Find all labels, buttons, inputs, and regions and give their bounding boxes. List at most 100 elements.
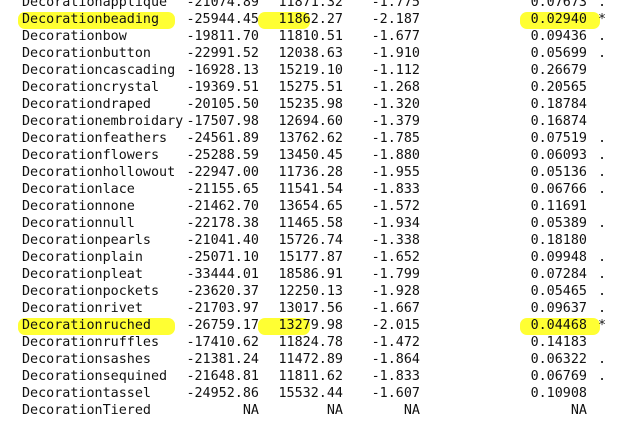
coef-p-value: 0.05389: [530, 216, 587, 231]
coef-t-value: -1.910: [371, 46, 420, 61]
table-row: Decorationpearls -21041.40 15726.74 -1.338 0…: [0, 232, 618, 249]
coef-name: Decorationpleat: [22, 267, 143, 282]
coef-name: Decorationflowers: [22, 148, 160, 163]
coef-name: Decorationsequined: [22, 369, 168, 384]
coef-t-value: -1.268: [371, 80, 420, 95]
coef-t-value: -1.379: [371, 114, 420, 129]
coef-p-value: 0.07284: [530, 267, 587, 282]
coef-std-error: 11472.89: [278, 352, 344, 367]
coef-std-error: 15177.87: [278, 250, 344, 265]
coef-p-value: 0.11691: [530, 199, 587, 214]
table-row: Decorationflowers -25288.59 13450.45 -1.880…: [0, 147, 618, 164]
coef-std-error: 11811.62: [278, 369, 344, 384]
coef-signif-code: *: [598, 318, 607, 333]
coef-p-value: 0.04468: [530, 318, 587, 333]
coef-estimate: -19811.70: [186, 29, 259, 44]
coef-name: Decorationapplique: [22, 0, 168, 10]
coef-std-error: 11465.58: [278, 216, 344, 231]
coef-name: Decorationcrystal: [22, 80, 160, 95]
coef-t-value: -1.572: [371, 199, 420, 214]
coef-name: Decorationruched: [22, 318, 151, 333]
coef-name: Decorationcascading: [22, 63, 176, 78]
coef-std-error: 15726.74: [278, 233, 344, 248]
coef-p-value: 0.06769: [530, 369, 587, 384]
coef-p-value: 0.05699: [530, 46, 587, 61]
coef-t-value: -1.667: [371, 301, 420, 316]
coef-p-value: 0.26679: [530, 63, 587, 78]
coef-estimate: -21155.65: [186, 182, 259, 197]
coef-name: Decorationfeathers: [22, 131, 168, 146]
coef-signif-code: .: [598, 284, 607, 299]
coef-p-value: 0.16874: [530, 114, 587, 129]
coef-signif-code: *: [598, 12, 607, 27]
table-row: Decorationnone -21462.70 13654.65 -1.572 0.1…: [0, 198, 618, 215]
coef-t-value: -1.864: [371, 352, 420, 367]
coef-t-value: -1.799: [371, 267, 420, 282]
coef-estimate: -24561.89: [186, 131, 259, 146]
coef-t-value: -1.928: [371, 284, 420, 299]
coef-estimate: -16928.13: [186, 63, 259, 78]
coef-name: Decorationhollowout: [22, 165, 176, 180]
coef-signif-code: .: [598, 148, 607, 163]
table-row: Decorationsashes -21381.24 11472.89 -1.864 0…: [0, 351, 618, 368]
coef-t-value: -2.187: [371, 12, 420, 27]
coef-estimate: -26759.17: [186, 318, 259, 333]
coef-signif-code: .: [598, 301, 607, 316]
coef-std-error: 11736.28: [278, 165, 344, 180]
table-row: Decorationtassel -24952.86 15532.44 -1.607 0…: [0, 385, 618, 402]
table-row: Decorationbutton -22991.52 12038.63 -1.910 0…: [0, 45, 618, 62]
coef-std-error: 11810.51: [278, 29, 344, 44]
coef-signif-code: .: [598, 0, 607, 10]
coef-signif-code: .: [598, 29, 607, 44]
coef-estimate: -25944.45: [186, 12, 259, 27]
coef-p-value: 0.10908: [530, 386, 587, 401]
coef-name: Decorationbeading: [22, 12, 160, 27]
coef-name: Decorationdraped: [22, 97, 151, 112]
coef-estimate: -22991.52: [186, 46, 259, 61]
coef-name: Decorationtassel: [22, 386, 151, 401]
coef-std-error: 12694.60: [278, 114, 344, 129]
coef-std-error: 12038.63: [278, 46, 344, 61]
coef-p-value: 0.09637: [530, 301, 587, 316]
coef-t-value: -1.785: [371, 131, 420, 146]
coef-std-error: 13762.62: [278, 131, 344, 146]
coef-name: Decorationruffles: [22, 335, 160, 350]
coef-std-error: 15532.44: [278, 386, 344, 401]
coef-t-value: -1.472: [371, 335, 420, 350]
coef-t-value: -2.015: [371, 318, 420, 333]
coef-signif-code: .: [598, 369, 607, 384]
coef-p-value: 0.06766: [530, 182, 587, 197]
coef-estimate: -21462.70: [186, 199, 259, 214]
coef-estimate: -21648.81: [186, 369, 259, 384]
table-row: Decorationhollowout -22947.00 11736.28 -1.9…: [0, 164, 618, 181]
coef-estimate: -21703.97: [186, 301, 259, 316]
coef-t-value: -1.833: [371, 182, 420, 197]
coef-t-value: -1.955: [371, 165, 420, 180]
coef-name: Decorationembroidary: [22, 114, 184, 129]
coef-name: Decorationbutton: [22, 46, 151, 61]
table-row: Decorationapplique -21074.89 11871.32 -1.77…: [0, 0, 618, 11]
coef-std-error: 11871.32: [278, 0, 344, 10]
coef-std-error: 18586.91: [278, 267, 344, 282]
coef-estimate: -25288.59: [186, 148, 259, 163]
coef-estimate: -24952.86: [186, 386, 259, 401]
coef-std-error: 11541.54: [278, 182, 344, 197]
coef-estimate: -25071.10: [186, 250, 259, 265]
coef-std-error: 13017.56: [278, 301, 344, 316]
table-row: Decorationsequined -21648.81 11811.62 -1.83…: [0, 368, 618, 385]
coef-name: Decorationpockets: [22, 284, 160, 299]
coef-std-error: 15275.51: [278, 80, 344, 95]
table-row: Decorationruched -26759.17 13279.98 -2.015 0…: [0, 317, 618, 335]
coef-estimate: -23620.37: [186, 284, 259, 299]
coef-estimate: -20105.50: [186, 97, 259, 112]
table-row: Decorationlace -21155.65 11541.54 -1.833 0.0…: [0, 181, 618, 198]
coef-std-error: 13279.98: [278, 318, 344, 333]
coef-p-value: 0.05465: [530, 284, 587, 299]
coef-std-error: 12250.13: [278, 284, 344, 299]
coef-estimate: -22947.00: [186, 165, 259, 180]
table-row: Decorationnull -22178.38 11465.58 -1.934 0.0…: [0, 215, 618, 232]
coef-std-error: 13450.45: [278, 148, 344, 163]
coef-name: Decorationsashes: [22, 352, 151, 367]
coef-estimate: -33444.01: [186, 267, 259, 282]
coef-p-value: 0.06093: [530, 148, 587, 163]
